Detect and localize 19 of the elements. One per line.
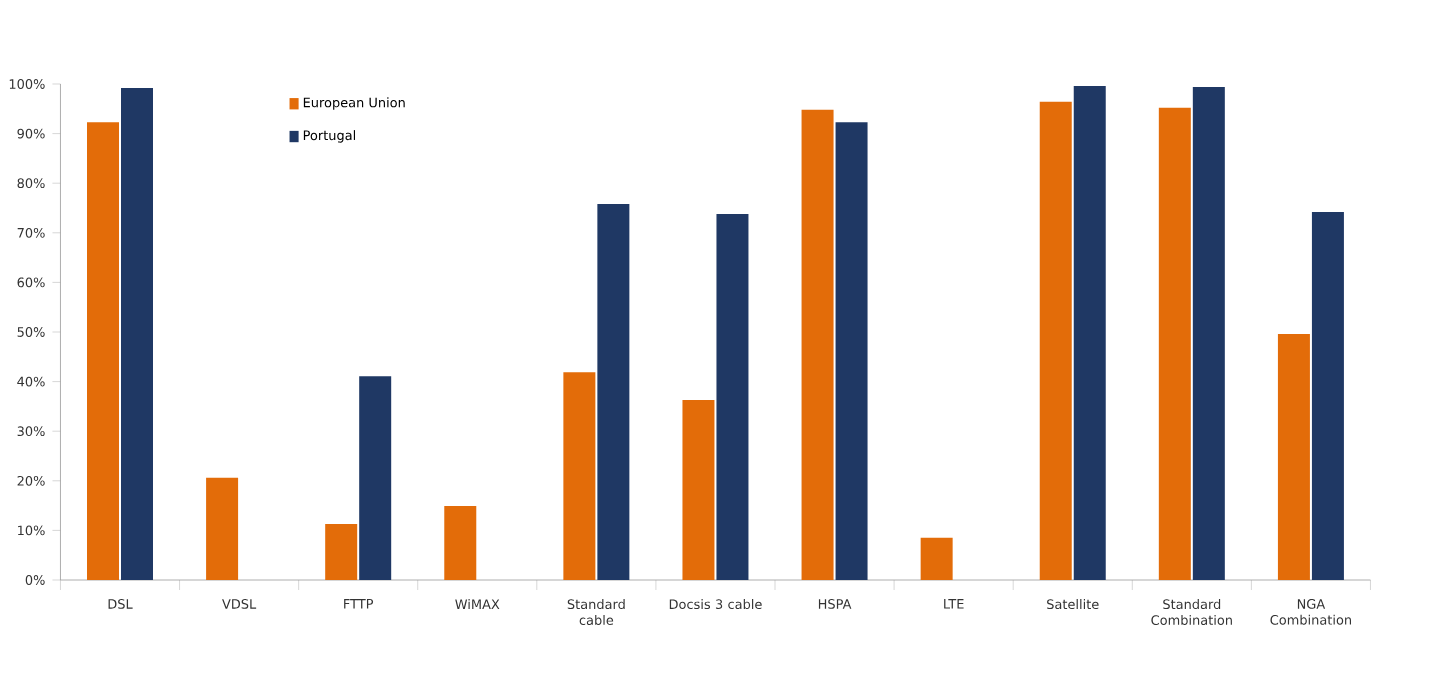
bar: [716, 213, 749, 580]
bar: [801, 109, 834, 580]
bar: [121, 87, 153, 580]
bar: [835, 122, 868, 580]
bar: [682, 399, 715, 580]
bar: [1192, 86, 1225, 580]
bar: [444, 506, 477, 580]
bar: [206, 477, 239, 580]
bar: [1311, 211, 1344, 580]
bar: [920, 537, 953, 580]
bar: [1277, 333, 1310, 580]
bar: [325, 523, 358, 580]
bar: [563, 372, 596, 580]
bar: [87, 122, 119, 580]
bar: [1073, 85, 1106, 580]
bar: [597, 204, 630, 580]
bar: [359, 376, 392, 580]
bar: [1039, 101, 1072, 580]
bar: [1158, 107, 1191, 580]
